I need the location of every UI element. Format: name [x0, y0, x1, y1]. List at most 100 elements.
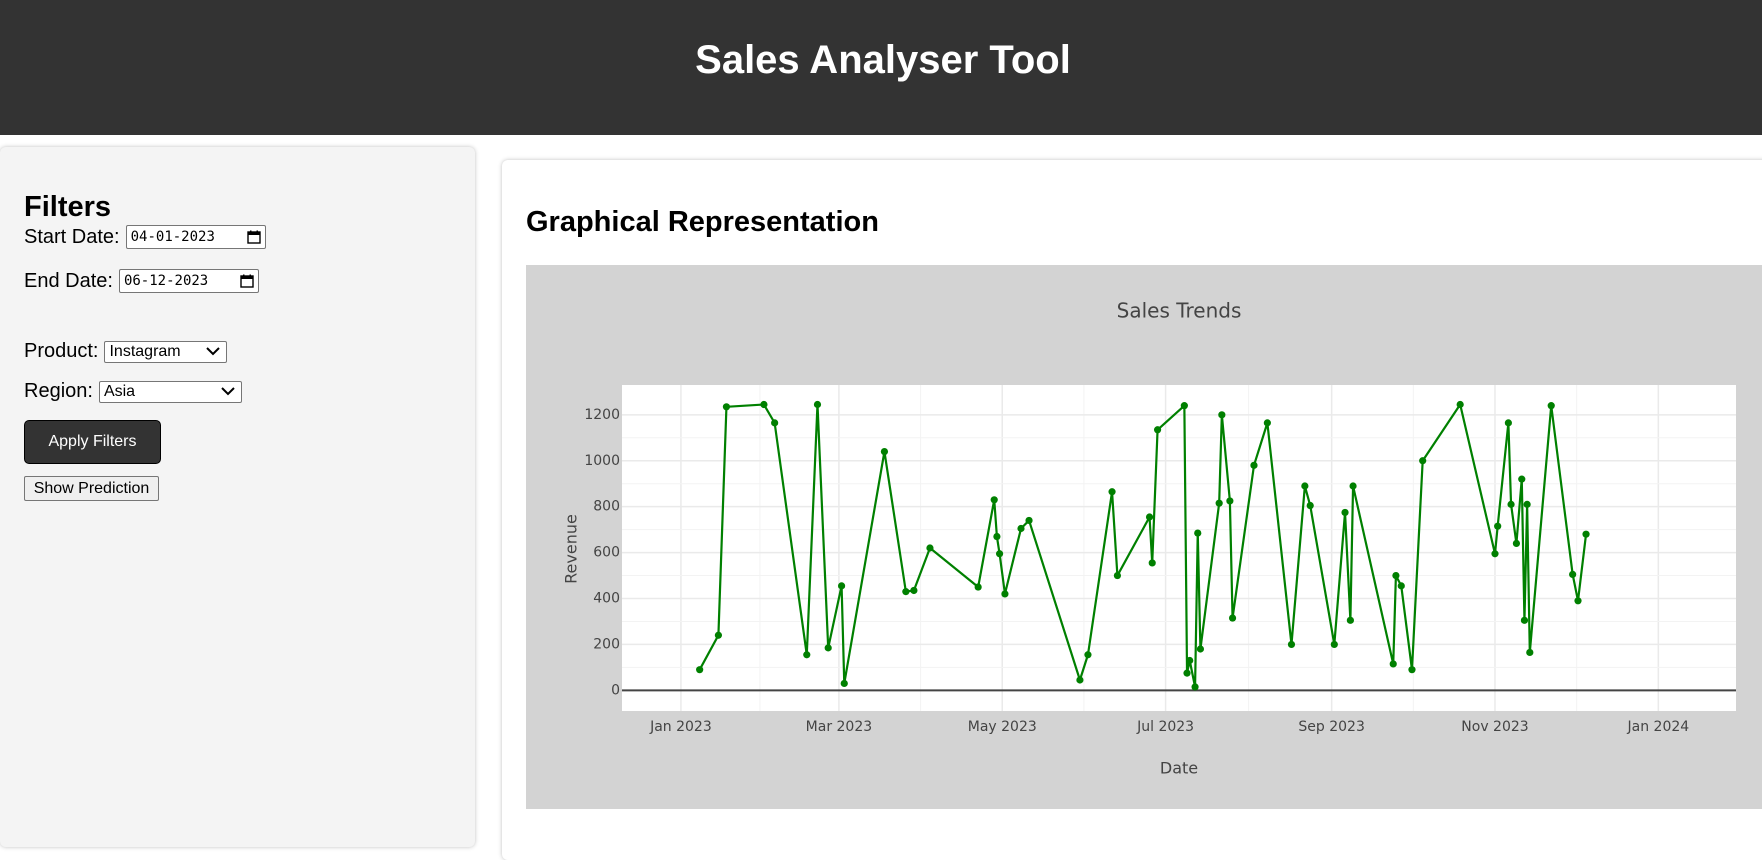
data-point: [1017, 524, 1025, 533]
data-point: [696, 666, 704, 674]
y-axis-label: Revenue: [562, 514, 581, 584]
data-point: [1306, 501, 1314, 510]
product-field: Product: Instagram: [24, 340, 228, 363]
y-tick-label: 0: [611, 682, 620, 698]
product-value: Instagram: [109, 342, 181, 360]
data-point: [1491, 550, 1499, 558]
y-tick-label: 200: [593, 636, 620, 652]
end-date-label: End Date:: [24, 269, 113, 292]
data-point: [1076, 676, 1084, 684]
main-panel: Graphical Representation Jan 2023 Mar 202…: [502, 160, 1762, 860]
data-point: [1520, 616, 1529, 624]
filters-panel: Filters Start Date: 04-01-2023 End Date:…: [0, 147, 475, 847]
data-point: [1341, 508, 1349, 517]
y-tick-label: 1000: [584, 453, 620, 469]
app-title: Sales Analyser Tool: [695, 38, 1071, 82]
data-point: [1507, 500, 1515, 508]
end-date-field: End Date: 06-12-2023: [24, 269, 259, 293]
sales-trends-chart: Jan 2023 Mar 2023 May 2023 Jul 2023 Sep 2023…: [562, 299, 1736, 778]
data-point: [902, 588, 910, 596]
data-point: [1183, 669, 1191, 677]
data-point: [1397, 582, 1405, 590]
data-point: [1349, 482, 1357, 490]
series-line: [698, 403, 1588, 688]
x-tick-label: Mar 2023: [806, 719, 873, 735]
calendar-icon[interactable]: [240, 274, 254, 288]
data-point: [1194, 529, 1202, 537]
region-value: Asia: [103, 382, 136, 400]
data-point: [1574, 597, 1582, 605]
region-label: Region:: [24, 380, 93, 402]
product-select[interactable]: Instagram: [104, 340, 228, 363]
data-point: [1301, 482, 1309, 490]
data-point: [1408, 666, 1416, 674]
data-point: [1494, 522, 1502, 530]
data-point: [1148, 559, 1156, 567]
end-date-value: 06-12-2023: [123, 273, 209, 289]
apply-filters-button[interactable]: Apply Filters: [24, 420, 161, 464]
data-point: [995, 550, 1004, 558]
start-date-input[interactable]: 04-01-2023: [125, 225, 266, 249]
data-point: [1228, 614, 1237, 622]
data-point: [1523, 500, 1531, 508]
region-select[interactable]: Asia: [98, 380, 242, 403]
data-point: [1145, 513, 1154, 521]
x-tick-label: May 2023: [968, 719, 1037, 735]
chevron-down-icon: [221, 387, 235, 396]
data-point: [1226, 497, 1234, 505]
data-point: [714, 631, 723, 639]
x-tick-label: Jan 2023: [649, 719, 712, 735]
filters-heading: Filters: [24, 191, 112, 223]
x-tick-label: Nov 2023: [1461, 719, 1528, 735]
start-date-value: 04-01-2023: [130, 229, 215, 245]
region-field: Region: Asia: [24, 380, 242, 403]
data-point: [722, 403, 731, 411]
data-point: [1250, 461, 1258, 469]
start-date-field: Start Date: 04-01-2023: [24, 225, 266, 249]
data-point: [1263, 419, 1271, 427]
data-point: [1504, 419, 1512, 427]
data-point: [1526, 648, 1534, 657]
data-point: [1346, 616, 1354, 624]
data-point: [1191, 683, 1199, 691]
data-point: [803, 651, 811, 659]
data-point: [880, 447, 889, 456]
start-date-label: Start Date:: [24, 225, 120, 248]
data-point: [840, 679, 848, 688]
data-point: [813, 400, 822, 409]
data-point: [910, 586, 918, 595]
end-date-input[interactable]: 06-12-2023: [118, 269, 259, 293]
data-point: [1196, 645, 1205, 653]
data-point: [974, 583, 982, 591]
show-prediction-button[interactable]: Show Prediction: [24, 476, 159, 501]
x-axis-label: Date: [1160, 759, 1198, 778]
data-point: [1108, 488, 1116, 496]
data-point: [1113, 571, 1122, 580]
calendar-icon[interactable]: [246, 230, 261, 244]
data-point: [1001, 590, 1009, 598]
data-point: [1518, 475, 1526, 483]
chevron-down-icon: [206, 347, 221, 356]
data-point: [1512, 539, 1521, 548]
y-tick-label: 400: [593, 591, 620, 607]
data-point: [1389, 660, 1397, 668]
data-point: [1456, 400, 1464, 409]
data-point: [1392, 571, 1400, 580]
data-point: [1025, 516, 1033, 525]
app-header: Sales Analyser Tool: [0, 0, 1762, 135]
data-point: [771, 419, 779, 427]
x-tick-label: Jan 2024: [1627, 719, 1690, 735]
y-tick-label: 800: [593, 499, 620, 515]
data-point: [760, 400, 768, 409]
data-point: [1153, 426, 1162, 434]
data-point: [1582, 530, 1590, 538]
data-point: [1218, 411, 1226, 419]
data-point: [990, 496, 998, 504]
chart-container: Jan 2023 Mar 2023 May 2023 Jul 2023 Sep 2023…: [526, 265, 1762, 809]
data-point: [993, 532, 1001, 541]
y-tick-label: 1200: [584, 407, 620, 423]
graph-heading: Graphical Representation: [526, 206, 879, 238]
data-point: [1084, 651, 1092, 659]
data-point: [1547, 402, 1555, 410]
data-point: [1330, 640, 1338, 649]
